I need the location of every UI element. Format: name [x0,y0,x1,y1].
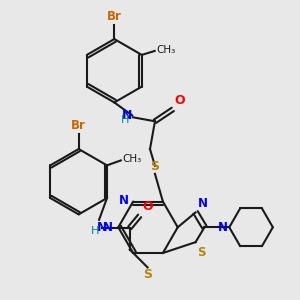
Text: O: O [175,94,185,107]
Text: S: S [198,246,206,259]
Text: S: S [143,268,152,281]
Text: N: N [218,221,228,234]
Text: O: O [142,200,153,213]
Text: S: S [151,160,160,173]
Text: Br: Br [71,119,86,132]
Text: H: H [91,226,99,236]
Text: N: N [119,194,129,207]
Text: N: N [97,221,107,234]
Text: N: N [198,197,208,210]
Text: Br: Br [107,10,122,23]
Text: N: N [122,109,132,122]
Text: CH₃: CH₃ [157,45,176,55]
Text: CH₃: CH₃ [123,154,142,164]
Text: N: N [103,221,113,234]
Text: H: H [121,115,129,125]
